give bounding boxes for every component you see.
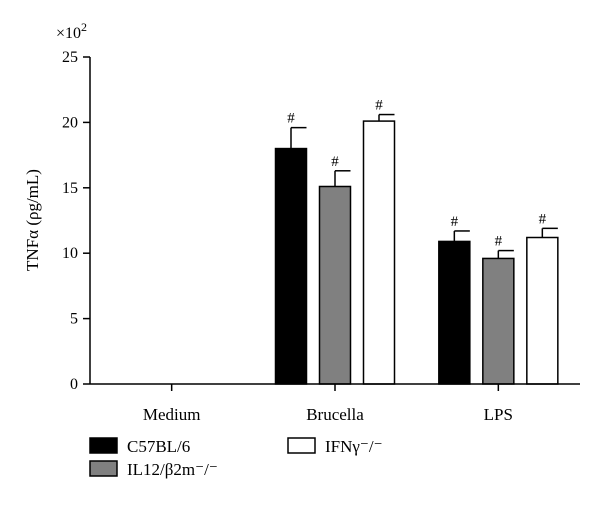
significance-mark: # [495,234,503,250]
y-tick-label: 10 [62,245,78,262]
x-category-label: LPS [484,405,513,424]
legend-label-2: IL12/β2m⁻/⁻ [127,460,218,479]
significance-mark: # [451,214,459,230]
y-multiplier: ×102 [56,20,87,42]
bar-2-lps [482,257,515,385]
x-category-label: Brucella [306,405,364,424]
y-multiplier-base: ×10 [56,25,81,42]
significance-mark: # [375,98,383,114]
legend-label-1: C57BL/6 [127,437,190,456]
legend-swatch-3 [287,437,316,454]
legend-swatch-1 [89,437,118,454]
y-tick-label: 25 [62,49,78,66]
y-axis-title: TNFα (ρg/mL) [23,169,42,271]
legend-swatch-2 [89,460,118,477]
bar-3-brucella [362,120,396,385]
bar-3-lps [526,236,559,385]
plot-area: # # # # # # [274,98,559,385]
y-multiplier-exponent: 2 [81,20,87,34]
legend-label-3: IFNγ⁻/⁻ [325,437,383,456]
significance-mark: # [287,111,295,127]
axes: ×102 TNFα (ρg/mL) 0 5 10 15 20 25 Medium Brucel… [23,20,580,424]
x-category-label: Medium [143,405,201,424]
significance-mark: # [331,154,339,170]
y-tick-label: 20 [62,114,78,131]
significance-mark: # [539,211,547,227]
y-tick-label: 0 [70,376,78,393]
y-tick-label: 5 [70,311,78,328]
y-tick-label: 15 [62,180,78,197]
bar-2-brucella [318,185,352,385]
bar-1-brucella [274,147,308,385]
bar-1-lps [438,240,471,385]
legend: C57BL/6 IL12/β2m⁻/⁻ IFNγ⁻/⁻ [89,437,383,479]
